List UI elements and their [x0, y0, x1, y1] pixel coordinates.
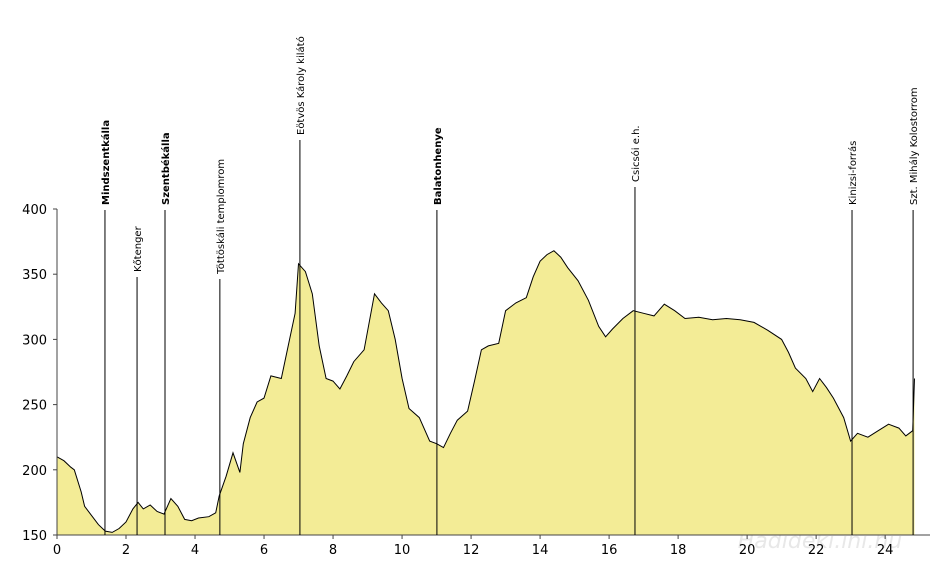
x-tick-label: 18 — [670, 543, 687, 558]
x-tick-label: 4 — [191, 543, 199, 558]
x-tick-label: 2 — [122, 543, 130, 558]
annotation-label: Szentbékálla — [160, 132, 172, 205]
area-fill — [57, 250, 915, 535]
annotation-label: Eötvös Károly kilátó — [295, 36, 307, 135]
annotation-label: Szt. Mihály Kolostorrom — [908, 87, 920, 205]
elevation-line — [56, 250, 915, 533]
annotation-label: Kinizsi-forrás — [847, 141, 859, 205]
x-tick-label: 0 — [53, 543, 61, 558]
x-tick-label: 10 — [394, 543, 411, 558]
x-tick-label: 20 — [739, 543, 756, 558]
y-tick-label: 250 — [22, 399, 47, 414]
annotation-label: Mindszentkálla — [100, 120, 112, 205]
y-tick-label: 400 — [22, 203, 47, 218]
annotation-label: Töttöskáli templomrom — [215, 159, 227, 275]
y-tick-label: 200 — [22, 464, 47, 479]
x-tick-label: 22 — [808, 543, 825, 558]
x-tick-label: 12 — [463, 543, 480, 558]
annotation-label: Balatonhenye — [433, 127, 444, 205]
x-tick-label: 14 — [532, 543, 549, 558]
annotation-label: Kőtenger — [132, 225, 144, 272]
annotation-label: Csicsói e.h. — [630, 125, 642, 182]
y-tick-label: 300 — [22, 333, 47, 348]
x-tick-label: 6 — [260, 543, 268, 558]
y-tick-label: 350 — [22, 268, 47, 283]
y-tick-label: 150 — [22, 529, 47, 544]
x-tick-label: 24 — [877, 543, 894, 558]
x-tick-label: 8 — [329, 543, 337, 558]
x-tick-label: 16 — [601, 543, 618, 558]
